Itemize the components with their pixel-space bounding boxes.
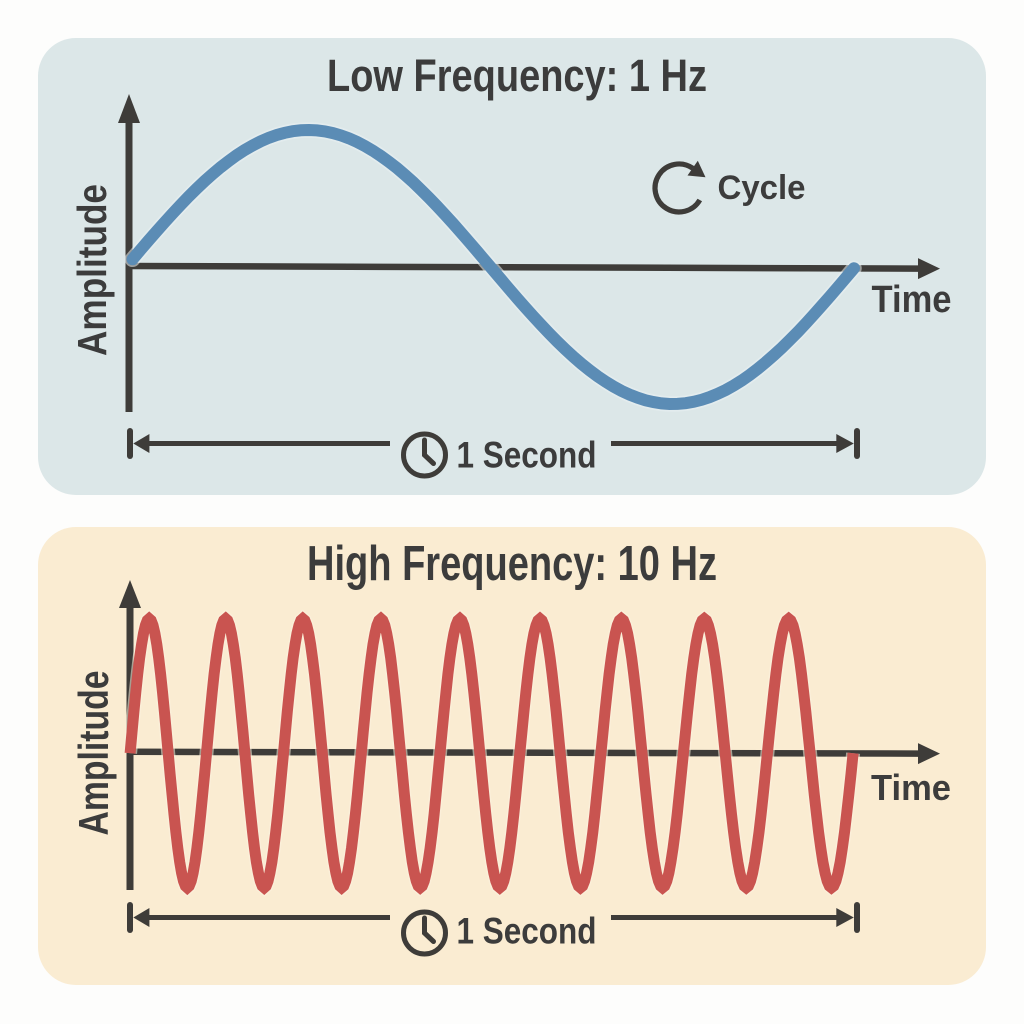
svg-text:Low Frequency: 1 Hz: Low Frequency: 1 Hz (327, 50, 707, 101)
svg-text:Time: Time (872, 279, 952, 321)
svg-text:Time: Time (871, 767, 951, 808)
svg-text:Amplitude: Amplitude (70, 671, 117, 836)
svg-text:Amplitude: Amplitude (69, 184, 115, 356)
svg-text:1 Second: 1 Second (457, 911, 597, 952)
svg-text:1 Second: 1 Second (457, 435, 597, 476)
svg-text:High Frequency: 10 Hz: High Frequency: 10 Hz (307, 537, 717, 591)
svg-text:Cycle: Cycle (718, 169, 806, 207)
